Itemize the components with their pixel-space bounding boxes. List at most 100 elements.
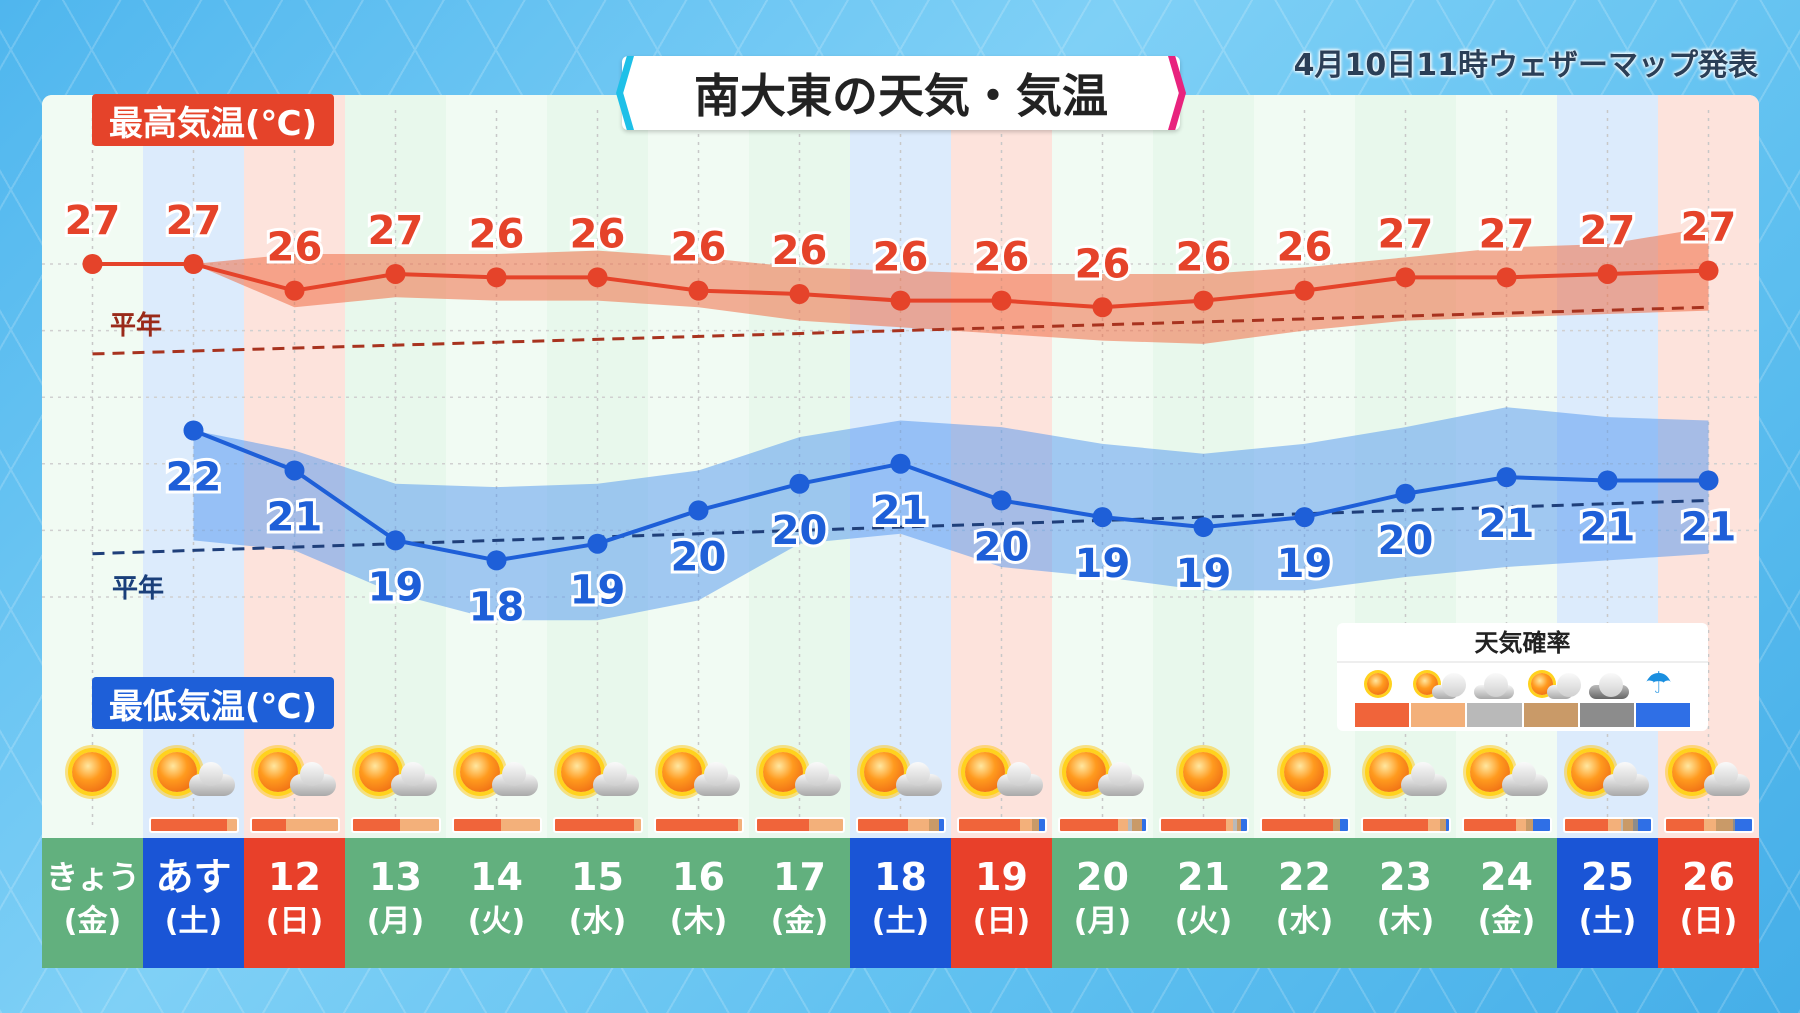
low-temp-label: 最低気温(℃) <box>92 677 334 729</box>
day-cell: 22 (水) <box>1254 838 1355 968</box>
low-temp-label: 19 <box>570 568 626 614</box>
day-cell: 23 (木) <box>1355 838 1456 968</box>
high-temp-point <box>183 254 204 274</box>
day-date: 22 <box>1278 855 1331 899</box>
weather-probability-bar <box>1563 817 1653 833</box>
weather-probability-legend: 天気確率 ☂ <box>1337 623 1708 731</box>
weather-probability-bar <box>1058 817 1148 833</box>
high-temp-label: 26 <box>671 225 727 271</box>
high-temp-label: 26 <box>267 225 323 271</box>
sunny-then-cloudy-icon <box>1414 667 1466 703</box>
high-temp-label: 最高気温(℃) <box>92 94 334 146</box>
normal-low-line <box>92 498 1709 556</box>
day-weekday: (金) <box>770 904 829 939</box>
day-date: 14 <box>470 855 523 899</box>
probability-segment <box>1622 819 1633 831</box>
low-temp-point <box>486 550 507 571</box>
probability-segment <box>1132 819 1142 831</box>
high-temp-label: 26 <box>1075 241 1131 287</box>
high-temp-point <box>284 280 305 301</box>
day-cell: 17 (金) <box>749 838 850 968</box>
probability-segment <box>929 819 939 831</box>
sunny-then-cloudy-icon <box>246 742 342 802</box>
probability-segment <box>1038 819 1045 831</box>
probability-segment <box>907 819 930 831</box>
day-weekday: (木) <box>1376 904 1435 939</box>
high-temp-point <box>1698 260 1719 281</box>
legend-swatch <box>1355 703 1410 727</box>
weather-probability-bar <box>856 817 946 833</box>
low-temp-label: 21 <box>267 494 323 540</box>
low-temp-point <box>385 530 406 551</box>
low-temp-point <box>284 460 305 481</box>
day-date: 20 <box>1076 855 1129 899</box>
high-temp-label: 27 <box>1479 211 1535 257</box>
day-date: 19 <box>975 855 1028 899</box>
high-temp-point <box>1496 267 1517 288</box>
probability-segment <box>1225 819 1234 831</box>
low-temp-label: 21 <box>1479 501 1535 547</box>
overcast-icon <box>1587 667 1631 703</box>
probability-segment <box>1440 819 1447 831</box>
high-temp-label: 26 <box>570 211 626 257</box>
low-temp-label: 22 <box>166 455 222 501</box>
sunny-then-cloudy-icon <box>1054 742 1150 802</box>
probability-segment <box>252 819 287 831</box>
day-weekday: (土) <box>871 904 930 939</box>
day-date: 23 <box>1379 855 1432 899</box>
high-temp-label: 27 <box>1378 211 1434 257</box>
probability-segment <box>226 819 237 831</box>
low-temp-point <box>183 420 204 441</box>
day-cell: 26 (日) <box>1658 838 1759 968</box>
sunny-icon <box>1356 667 1400 703</box>
weather-probability-bar <box>1260 817 1350 833</box>
probability-segment <box>1734 819 1752 831</box>
low-temp-label: 21 <box>1681 504 1737 550</box>
day-cell: 14 (火) <box>446 838 547 968</box>
rain-umbrella-icon: ☂ <box>1645 666 1672 701</box>
day-cell: 12 (日) <box>244 838 345 968</box>
day-date: 13 <box>369 855 422 899</box>
high-temp-label: 26 <box>873 235 929 281</box>
low-temp-label: 21 <box>1580 504 1636 550</box>
high-temp-label: 27 <box>166 198 222 244</box>
probability-segment <box>1340 819 1348 831</box>
day-weekday: (火) <box>1174 904 1233 939</box>
day-weekday: (水) <box>568 904 627 939</box>
probability-segment <box>286 819 338 831</box>
probability-segment <box>1532 819 1550 831</box>
sunny-then-cloudy-icon <box>448 742 544 802</box>
probability-segment <box>1233 819 1237 831</box>
weather-probability-bar <box>654 817 744 833</box>
sunny-then-cloudy-icon <box>1458 742 1554 802</box>
low-temp-label: 19 <box>1176 551 1232 597</box>
day-date: 24 <box>1480 855 1533 899</box>
probability-segment <box>737 819 742 831</box>
day-weekday: (金) <box>63 904 122 939</box>
day-weekday: (日) <box>265 904 324 939</box>
high-temp-label: 27 <box>1681 205 1737 251</box>
high-temp-point <box>1092 297 1113 318</box>
day-cell: あす (土) <box>143 838 244 968</box>
low-temp-label: 18 <box>469 584 525 630</box>
high-temp-label: 26 <box>1277 225 1333 271</box>
day-date: 21 <box>1177 855 1230 899</box>
probability-segment <box>1515 819 1526 831</box>
page-title: 南大東の天気・気温 <box>622 56 1180 130</box>
high-temp-label: 27 <box>65 198 121 244</box>
day-date: 15 <box>571 855 624 899</box>
probability-segment <box>400 819 439 831</box>
high-temp-point <box>890 290 911 311</box>
normal-low-label: 平年 <box>112 574 165 604</box>
low-temp-label: 20 <box>772 508 828 554</box>
sunny-then-cloudy-icon <box>751 742 847 802</box>
low-temp-label: 19 <box>1075 541 1131 587</box>
probability-segment <box>808 819 843 831</box>
low-temp-label: 19 <box>1277 541 1333 587</box>
probability-segment <box>1427 819 1441 831</box>
cloudy-icon <box>1472 667 1516 703</box>
high-temp-point <box>82 254 103 274</box>
high-temp-point <box>385 263 406 284</box>
probability-segment <box>938 819 944 831</box>
probability-segment <box>1666 819 1704 831</box>
